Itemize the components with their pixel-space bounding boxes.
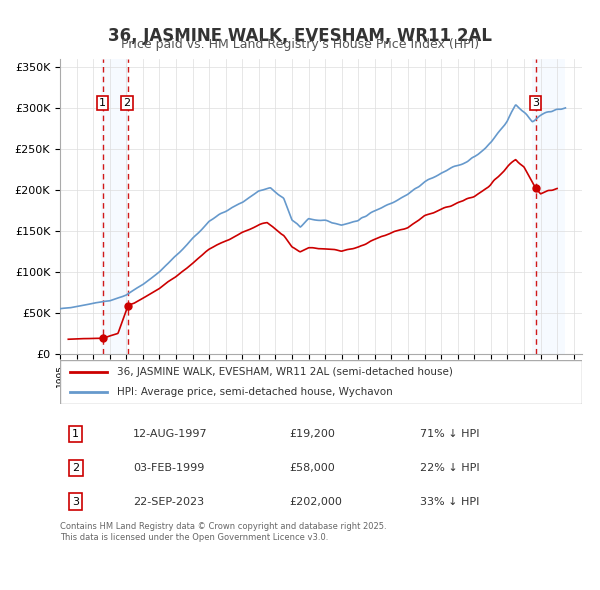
- Text: 1: 1: [99, 99, 106, 108]
- Text: 33% ↓ HPI: 33% ↓ HPI: [420, 497, 479, 507]
- Text: 03-FEB-1999: 03-FEB-1999: [133, 463, 205, 473]
- Text: £58,000: £58,000: [290, 463, 335, 473]
- Text: 3: 3: [532, 99, 539, 108]
- Bar: [532, 59, 565, 354]
- Text: 36, JASMINE WALK, EVESHAM, WR11 2AL (semi-detached house): 36, JASMINE WALK, EVESHAM, WR11 2AL (sem…: [118, 368, 453, 377]
- Bar: [101, 59, 128, 354]
- Text: 1: 1: [72, 429, 79, 439]
- FancyBboxPatch shape: [60, 360, 582, 404]
- Text: Price paid vs. HM Land Registry's House Price Index (HPI): Price paid vs. HM Land Registry's House …: [121, 38, 479, 51]
- Text: 3: 3: [72, 497, 79, 507]
- Text: 36, JASMINE WALK, EVESHAM, WR11 2AL: 36, JASMINE WALK, EVESHAM, WR11 2AL: [108, 27, 492, 45]
- Text: 22% ↓ HPI: 22% ↓ HPI: [420, 463, 480, 473]
- Text: HPI: Average price, semi-detached house, Wychavon: HPI: Average price, semi-detached house,…: [118, 387, 393, 396]
- Text: 2: 2: [124, 99, 130, 108]
- Text: Contains HM Land Registry data © Crown copyright and database right 2025.
This d: Contains HM Land Registry data © Crown c…: [60, 522, 386, 542]
- Text: 71% ↓ HPI: 71% ↓ HPI: [420, 429, 479, 439]
- Text: £19,200: £19,200: [290, 429, 335, 439]
- Text: 22-SEP-2023: 22-SEP-2023: [133, 497, 204, 507]
- Text: £202,000: £202,000: [290, 497, 343, 507]
- Text: 2: 2: [72, 463, 79, 473]
- Text: 12-AUG-1997: 12-AUG-1997: [133, 429, 208, 439]
